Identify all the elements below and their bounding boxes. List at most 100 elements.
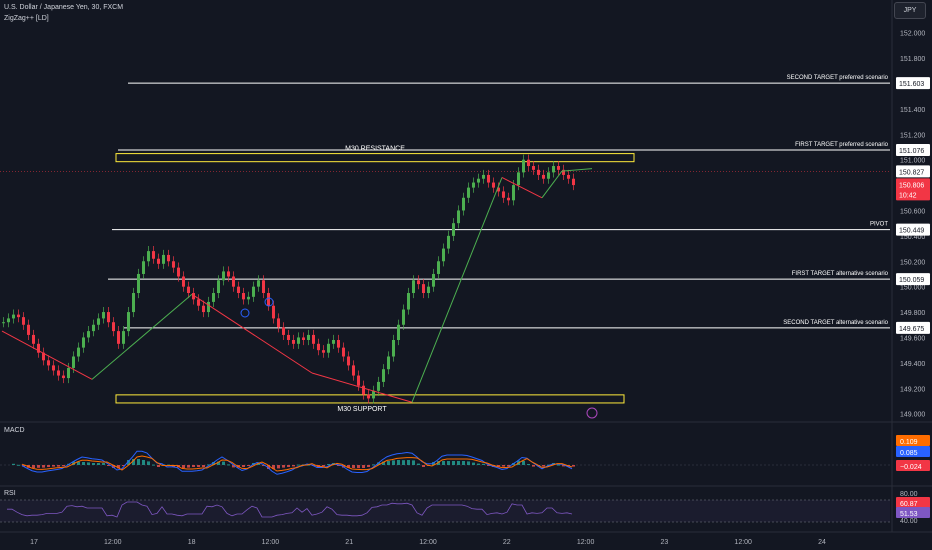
candle-body bbox=[122, 331, 125, 344]
macd-histogram-bar bbox=[147, 461, 150, 465]
candle-body bbox=[112, 322, 115, 332]
level-label: SECOND TARGET preferred scenario bbox=[787, 75, 889, 81]
candle-body bbox=[137, 273, 140, 294]
macd-histogram-bar bbox=[267, 465, 270, 469]
macd-histogram-bar bbox=[487, 465, 490, 466]
candle-body bbox=[157, 258, 160, 264]
macd-histogram-bar bbox=[457, 461, 460, 465]
macd-histogram-bar bbox=[382, 461, 385, 465]
candle-body bbox=[357, 375, 360, 386]
macd-histogram-bar bbox=[152, 464, 155, 466]
macd-histogram-bar bbox=[232, 465, 235, 468]
macd-histogram-bar bbox=[477, 463, 480, 465]
candle-body bbox=[432, 273, 435, 287]
candle-body bbox=[62, 375, 65, 379]
macd-histogram-bar bbox=[337, 465, 340, 466]
macd-histogram-bar bbox=[117, 465, 120, 469]
candle-body bbox=[37, 343, 40, 353]
rsi-band bbox=[0, 500, 890, 522]
candle-body bbox=[127, 312, 130, 332]
candle-body bbox=[567, 174, 570, 179]
macd-histogram-bar bbox=[192, 465, 195, 467]
macd-histogram-bar bbox=[202, 465, 205, 467]
macd-histogram-bar bbox=[282, 465, 285, 468]
macd-histogram-bar bbox=[142, 460, 145, 465]
price-tick-label: 149.600 bbox=[900, 335, 925, 342]
macd-histogram-bar bbox=[187, 465, 190, 468]
price-tick-label: 151.000 bbox=[900, 158, 925, 165]
macd-histogram-bar bbox=[87, 462, 90, 465]
candle-body bbox=[32, 334, 35, 344]
candle-body bbox=[107, 312, 110, 323]
candle-body bbox=[522, 159, 525, 173]
macd-value-tag bbox=[896, 435, 930, 446]
price-tick-label: 150.000 bbox=[900, 285, 925, 292]
currency-button[interactable]: JPY bbox=[894, 2, 926, 19]
macd-histogram-bar bbox=[52, 465, 55, 467]
candle-body bbox=[337, 340, 340, 348]
macd-histogram-bar bbox=[542, 465, 545, 467]
candle-body bbox=[312, 334, 315, 344]
rsi-value-tag bbox=[896, 507, 930, 518]
rsi-pane-label: RSI bbox=[4, 490, 16, 497]
candle-body bbox=[267, 293, 270, 306]
rsi-value-label: 60.87 bbox=[900, 501, 918, 508]
candle-body bbox=[342, 347, 345, 357]
macd-histogram-bar bbox=[532, 465, 535, 467]
candle-body bbox=[437, 261, 440, 274]
macd-histogram-bar bbox=[42, 465, 45, 468]
macd-histogram-bar bbox=[507, 465, 510, 467]
macd-histogram-bar bbox=[422, 465, 425, 467]
candle-body bbox=[132, 293, 135, 313]
candle-body bbox=[572, 178, 575, 186]
macd-histogram-bar bbox=[182, 465, 185, 468]
macd-histogram-bar bbox=[217, 461, 220, 465]
candle-body bbox=[232, 276, 235, 287]
macd-histogram-bar bbox=[417, 463, 420, 465]
candle-body bbox=[22, 317, 25, 325]
macd-histogram-bar bbox=[242, 465, 245, 467]
candle-body bbox=[202, 305, 205, 313]
level-price-label: 149.675 bbox=[899, 326, 924, 333]
candle-body bbox=[2, 322, 5, 324]
rsi-tick-label: 80.00 bbox=[900, 491, 918, 498]
macd-histogram-bar bbox=[207, 464, 210, 466]
macd-histogram-bar bbox=[377, 462, 380, 465]
candle-body bbox=[97, 318, 100, 325]
macd-histogram-bar bbox=[82, 462, 85, 465]
macd-histogram-bar bbox=[157, 465, 160, 467]
candle-body bbox=[237, 286, 240, 294]
macd-histogram-bar bbox=[292, 465, 295, 467]
event-flag-icon bbox=[586, 407, 598, 419]
candle-body bbox=[72, 356, 75, 368]
candle-body bbox=[402, 309, 405, 325]
macd-histogram-bar bbox=[432, 462, 435, 465]
candle-body bbox=[362, 385, 365, 395]
macd-histogram-bar bbox=[547, 464, 550, 466]
macd-histogram-bar bbox=[472, 462, 475, 465]
rsi-tick-label: 40.00 bbox=[900, 518, 918, 525]
candle-body bbox=[407, 293, 410, 310]
level-label: SECOND TARGET alternative scenario bbox=[783, 320, 888, 326]
candle-body bbox=[537, 169, 540, 175]
level-price-label: 150.059 bbox=[899, 277, 924, 284]
macd-histogram-bar bbox=[112, 465, 115, 468]
level-label: PIVOT bbox=[870, 222, 888, 228]
macd-histogram-bar bbox=[277, 465, 280, 469]
candle-body bbox=[182, 276, 185, 287]
macd-histogram-bar bbox=[222, 461, 225, 465]
level-price-tag bbox=[896, 223, 930, 236]
current-price-label: 150.806 bbox=[899, 182, 924, 189]
candle-body bbox=[422, 284, 425, 294]
time-tick-label: 12:00 bbox=[734, 539, 752, 546]
macd-histogram-bar bbox=[97, 463, 100, 465]
candle-body bbox=[227, 271, 230, 277]
zigzag-segment bbox=[191, 293, 313, 374]
macd-histogram-bar bbox=[272, 465, 275, 469]
candle-body bbox=[297, 337, 300, 344]
macd-value-label: 0.109 bbox=[900, 439, 918, 446]
zone-label: M30 SUPPORT bbox=[337, 406, 387, 413]
candle-body bbox=[482, 174, 485, 179]
candle-body bbox=[77, 347, 80, 357]
